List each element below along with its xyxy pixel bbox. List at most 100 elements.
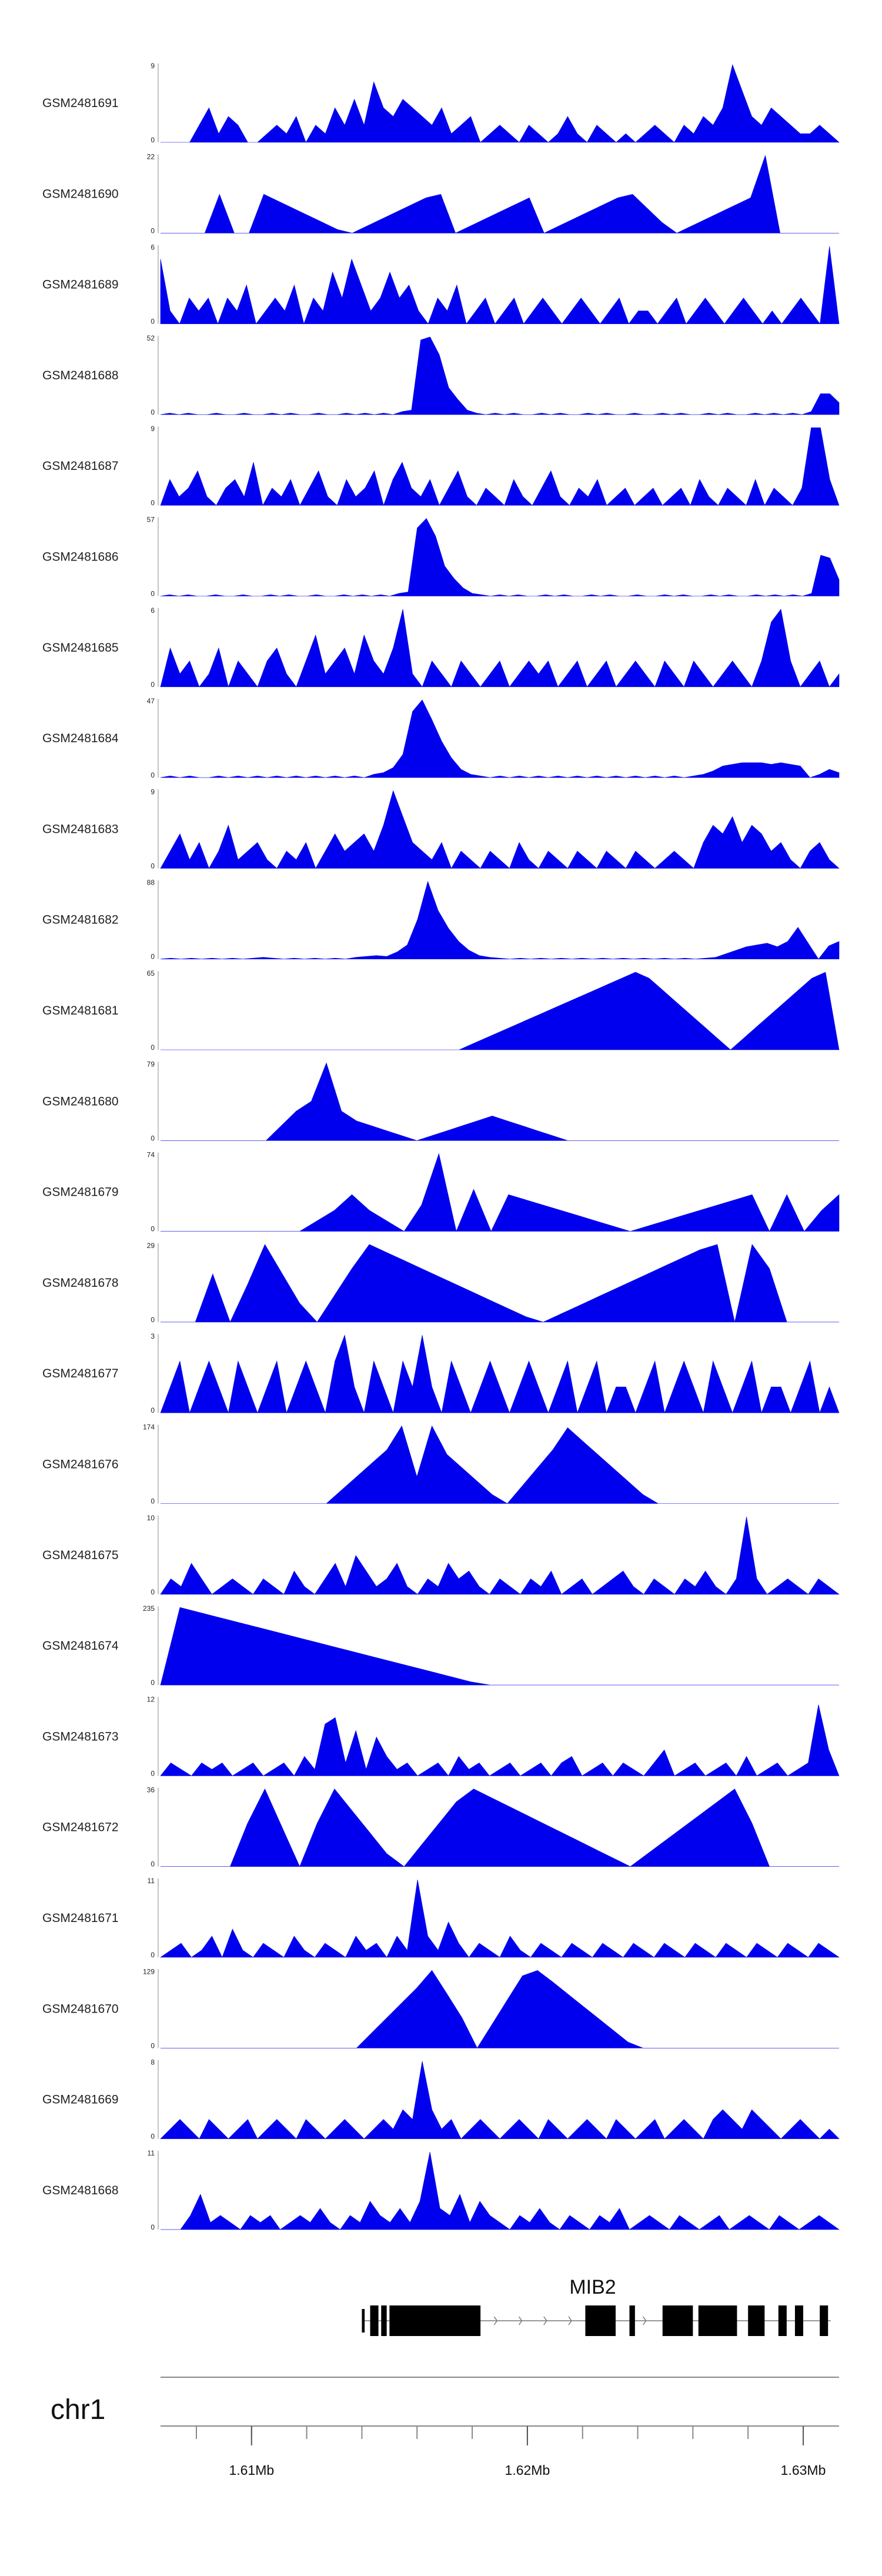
track-ymin-label: 0 [151,2041,155,2050]
track-ymax-label: 11 [148,2149,155,2157]
track-ymax-label: 9 [151,425,155,433]
track-GSM2481689: GSM2481689 6 0 [42,243,840,326]
track-label: GSM2481689 [42,278,119,292]
track-GSM2481682: GSM2481682 88 0 [42,879,840,961]
track-ymax-label: 88 [147,879,155,887]
track-signal-area [160,1334,840,1414]
genome-axis-track: chr1 1.61Mb 1.62Mb 1.63Mb [51,2377,839,2478]
track-label: GSM2481675 [42,1549,119,1562]
track-ymax-label: 9 [151,62,155,70]
track-signal-area [160,1879,840,1958]
track-label: GSM2481671 [42,1911,119,1925]
track-GSM2481683: GSM2481683 9 0 [42,788,840,870]
track-ymax-label: 52 [147,334,155,342]
track-ymax-label: 129 [143,1967,155,1976]
track-GSM2481675: GSM2481675 10 0 [42,1514,840,1596]
gene-exon [778,2305,787,2336]
track-GSM2481673: GSM2481673 12 0 [42,1695,840,1777]
track-GSM2481686: GSM2481686 57 0 [42,516,840,598]
track-signal-area [161,1062,839,1141]
track-ymin-label: 0 [151,1134,155,1142]
track-GSM2481691: GSM2481691 9 0 [42,62,840,144]
track-ymax-label: 74 [147,1151,155,1159]
track-signal-area [160,1704,840,1776]
track-GSM2481669: GSM2481669 8 0 [42,2058,840,2141]
track-ymax-label: 10 [147,1514,155,1522]
track-ymax-label: 11 [148,1877,155,1885]
gene-exon [629,2305,635,2336]
track-signal-area [160,246,840,325]
track-ymax-label: 6 [151,606,155,615]
track-label: GSM2481687 [42,459,119,473]
track-signal-area [160,1607,839,1686]
track-signal-area [161,1425,839,1504]
gene-name-label: MIB2 [569,2276,616,2298]
track-label: GSM2481674 [42,1639,119,1653]
track-label: GSM2481672 [42,1821,119,1834]
track-ymin-label: 0 [151,226,155,235]
track-GSM2481681: GSM2481681 65 0 [42,969,840,1052]
gene-exon [370,2305,379,2336]
gene-exon [748,2305,765,2336]
track-ymax-label: 235 [143,1604,155,1613]
track-ymin-label: 0 [151,1497,155,1506]
track-label: GSM2481691 [42,96,119,110]
track-label: GSM2481686 [42,550,119,564]
track-signal-area [160,880,840,960]
track-signal-area [161,2151,840,2230]
track-GSM2481688: GSM2481688 52 0 [42,334,840,416]
track-signal-area [160,2061,840,2140]
gene-exon [698,2305,737,2336]
strand-arrow-icon [493,2316,498,2325]
track-GSM2481670: GSM2481670 129 0 [42,1967,839,2050]
track-ymin-label: 0 [151,1679,155,1687]
track-label: GSM2481682 [42,913,119,927]
track-GSM2481679: GSM2481679 74 0 [42,1151,840,1233]
track-signal-area [160,336,840,415]
track-GSM2481668: GSM2481668 11 0 [42,2149,840,2231]
track-signal-area [161,155,839,233]
track-ymin-label: 0 [151,1951,155,1959]
track-label: GSM2481679 [42,1186,119,1199]
track-ymin-label: 0 [151,1043,155,1052]
track-GSM2481684: GSM2481684 47 0 [42,697,840,779]
track-ymin-label: 0 [151,862,155,870]
track-ymax-label: 29 [147,1242,155,1250]
track-ymax-label: 47 [147,697,155,705]
track-ymin-label: 0 [151,1769,155,1777]
track-ymin-label: 0 [151,1225,155,1233]
track-signal-area [161,1244,839,1323]
track-ymax-label: 6 [151,243,155,252]
track-label: GSM2481676 [42,1458,119,1471]
track-label: GSM2481680 [42,1095,119,1108]
track-ymax-label: 79 [147,1060,155,1068]
track-ymin-label: 0 [151,2133,155,2141]
track-signal-area [161,972,840,1050]
strand-arrow-icon [518,2316,523,2325]
track-ymin-label: 0 [151,771,155,779]
gene-model-track: MIB2 [362,2276,831,2336]
track-signal-area [161,64,840,143]
track-GSM2481677: GSM2481677 3 0 [42,1332,840,1414]
track-GSM2481690: GSM2481690 22 0 [42,152,839,235]
track-label: GSM2481677 [42,1367,119,1380]
gene-exon [820,2305,828,2336]
track-ymin-label: 0 [151,680,155,689]
track-ymin-label: 0 [151,1588,155,1596]
track-signal-area [161,1153,840,1232]
track-ymax-label: 57 [147,516,155,524]
axis-tick-label: 1.61Mb [229,2462,274,2478]
track-ymax-label: 65 [147,969,155,977]
track-ymax-label: 36 [147,1786,155,1794]
track-label: GSM2481683 [42,822,119,836]
track-ymin-label: 0 [151,1406,155,1414]
gene-exon [585,2305,616,2336]
track-label: GSM2481685 [42,641,119,655]
gene-exon [381,2305,387,2336]
axis-tick-label: 1.62Mb [505,2462,550,2478]
gene-exon [662,2305,693,2336]
track-signal-area [160,518,840,596]
track-GSM2481678: GSM2481678 29 0 [42,1242,839,1324]
track-ymin-label: 0 [151,318,155,326]
track-ymin-label: 0 [151,1316,155,1324]
